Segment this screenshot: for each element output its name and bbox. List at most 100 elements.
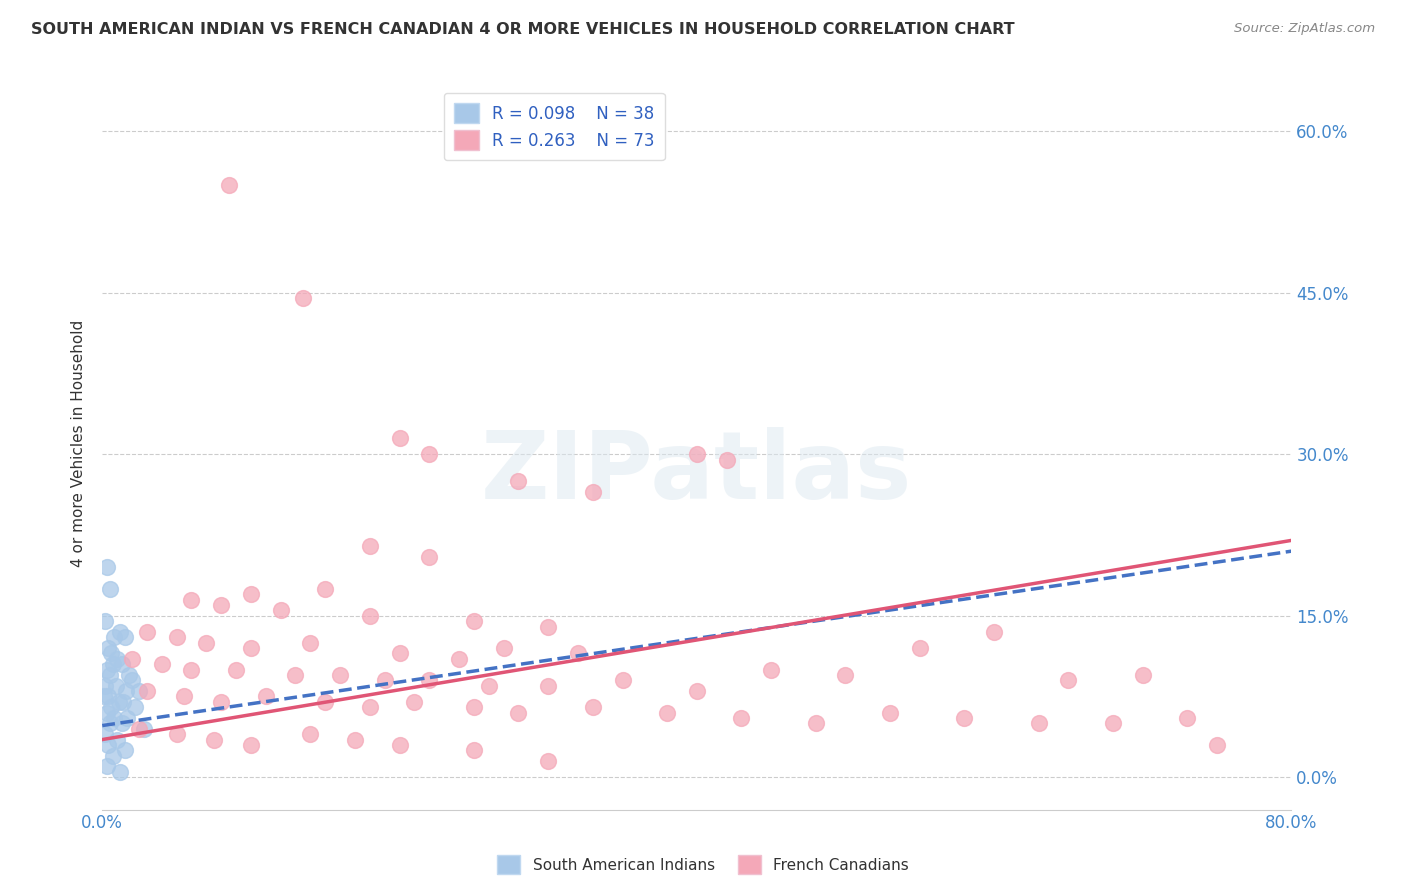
Point [135,624,157,639]
Point [209,598,232,612]
Point [94,727,117,741]
Point [388,647,411,661]
Point [1102,716,1125,731]
Point [98,716,121,731]
Legend: R = 0.098    N = 38, R = 0.263    N = 73: R = 0.098 N = 38, R = 0.263 N = 73 [444,93,665,161]
Point [359,700,381,714]
Point [374,673,396,688]
Point [124,700,146,714]
Point [284,668,307,682]
Point [101,748,124,763]
Point [108,764,131,779]
Point [537,619,560,633]
Point [1132,668,1154,682]
Text: Source: ZipAtlas.com: Source: ZipAtlas.com [1234,22,1375,36]
Point [98,668,121,682]
Point [388,431,411,445]
Point [239,587,262,601]
Point [101,657,124,672]
Point [254,690,277,704]
Point [97,738,120,752]
Point [239,641,262,656]
Point [105,652,128,666]
Point [98,582,121,596]
Point [104,679,127,693]
Point [114,743,136,757]
Point [97,690,120,704]
Point [879,706,901,720]
Point [121,673,143,688]
Point [111,695,134,709]
Point [103,711,125,725]
Point [135,684,157,698]
Point [508,474,530,488]
Point [114,630,136,644]
Point [582,700,605,714]
Text: SOUTH AMERICAN INDIAN VS FRENCH CANADIAN 4 OR MORE VEHICLES IN HOUSEHOLD CORRELA: SOUTH AMERICAN INDIAN VS FRENCH CANADIAN… [31,22,1015,37]
Point [1206,738,1229,752]
Point [97,641,120,656]
Point [1177,711,1199,725]
Point [209,695,232,709]
Point [270,603,292,617]
Point [478,679,501,693]
Point [447,652,470,666]
Point [110,716,132,731]
Point [291,291,314,305]
Point [463,614,485,628]
Point [128,684,150,698]
Point [93,690,115,704]
Point [716,452,738,467]
Point [110,657,132,672]
Point [686,447,709,461]
Point [329,668,352,682]
Point [180,592,202,607]
Point [343,732,366,747]
Point [492,641,515,656]
Point [195,635,218,649]
Point [94,679,117,693]
Point [655,706,678,720]
Point [94,614,117,628]
Point [359,539,381,553]
Point [202,732,225,747]
Point [121,652,143,666]
Point [218,178,240,193]
Point [537,754,560,768]
Point [908,641,931,656]
Point [107,695,129,709]
Point [150,657,173,672]
Point [582,484,605,499]
Point [117,711,139,725]
Point [118,668,141,682]
Point [314,582,336,596]
Point [132,722,155,736]
Text: ZIPatlas: ZIPatlas [481,426,912,519]
Point [96,663,118,677]
Point [299,727,322,741]
Point [463,743,485,757]
Point [567,647,589,661]
Point [1028,716,1050,731]
Point [359,608,381,623]
Point [686,684,709,698]
Point [299,635,322,649]
Point [834,668,856,682]
Point [612,673,634,688]
Point [173,690,195,704]
Point [166,727,188,741]
Point [103,630,125,644]
Point [418,549,440,564]
Point [1057,673,1080,688]
Point [537,679,560,693]
Point [180,663,202,677]
Point [100,700,122,714]
Point [418,447,440,461]
Point [115,684,138,698]
Point [239,738,262,752]
Point [804,716,827,731]
Point [225,663,247,677]
Point [96,706,118,720]
Point [96,560,118,574]
Point [953,711,976,725]
